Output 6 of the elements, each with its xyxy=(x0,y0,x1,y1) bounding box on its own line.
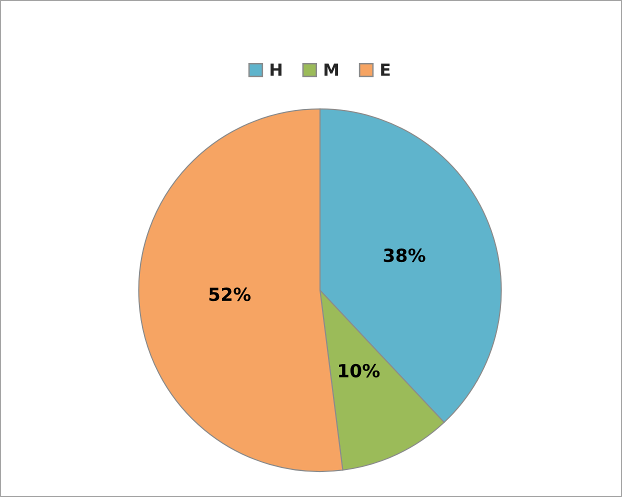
data-label: 52% xyxy=(209,288,251,302)
legend-label: H xyxy=(270,64,282,76)
data-label: 38% xyxy=(384,248,426,262)
legend-label: M xyxy=(324,64,338,76)
data-label: 10% xyxy=(339,364,380,378)
legend-label: E xyxy=(381,64,390,76)
